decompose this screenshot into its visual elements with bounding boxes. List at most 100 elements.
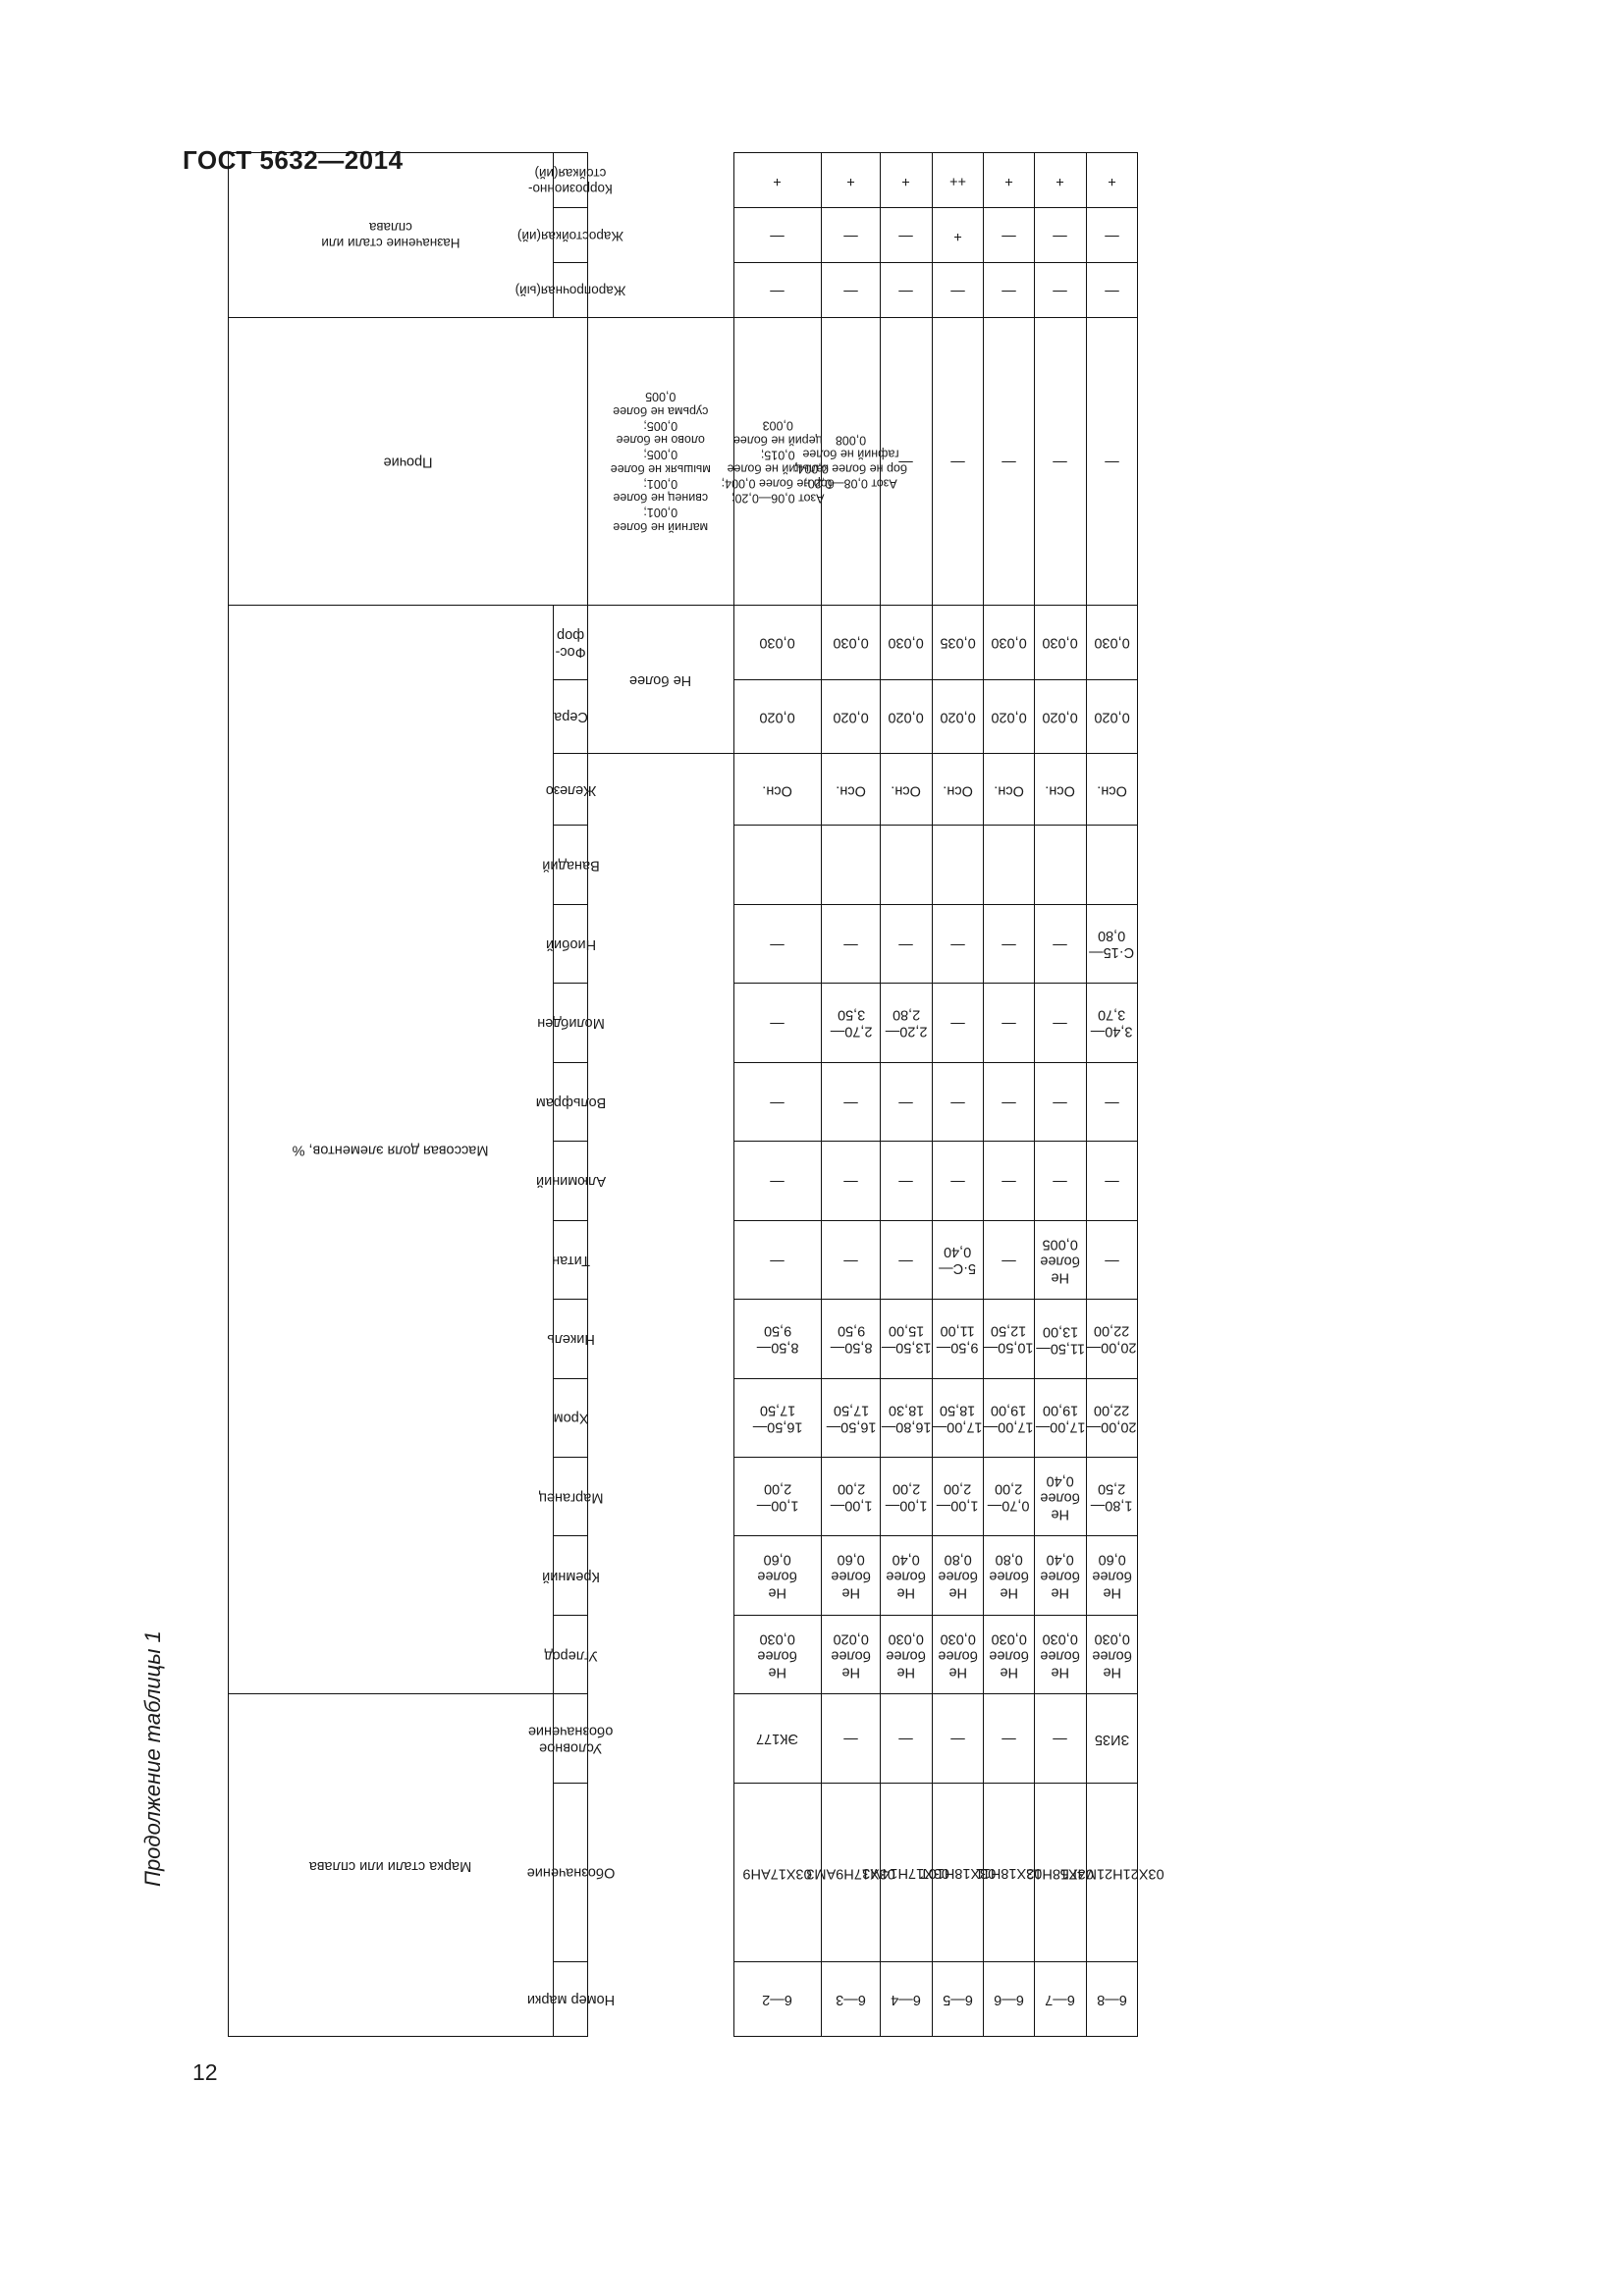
row-cell-heat-scale: — <box>1034 207 1087 263</box>
row-cell-carbon: Не более 0,030 <box>932 1615 984 1694</box>
column-header-nickel-label: Никель <box>546 1331 595 1348</box>
table-stage: Марка стали или сплава Массовая доля эле… <box>228 152 1164 2037</box>
row-cell-niobium: С·15— 0,80 <box>1086 904 1138 984</box>
row-cell-aluminium: — <box>821 1141 881 1221</box>
row-cell-silicon: Не более 0,80 <box>932 1535 984 1616</box>
row-cell-nickel: 10,50— 12,50 <box>983 1299 1035 1379</box>
column-header-chromium-label: Хром <box>553 1410 588 1426</box>
row-cell-tungsten: — <box>932 1062 984 1142</box>
row-cell-heat-strength: — <box>983 262 1035 318</box>
column-header-number: Номер марки <box>527 1961 615 2037</box>
row-cell-iron: Осн. <box>821 753 881 826</box>
subheader-not-more-than: Не более <box>587 605 734 754</box>
row-cell-sulphur: 0,020 <box>880 679 933 754</box>
row-cell-molybdenum: — <box>1034 983 1087 1063</box>
column-header-titanium: Титан <box>551 1220 590 1300</box>
row-cell-vanadium <box>932 825 984 905</box>
row-cell-vanadium <box>1086 825 1138 905</box>
column-header-tungsten-label: Вольфрам <box>535 1094 606 1110</box>
column-header-heat-strength: Жаропрочная(ый) <box>515 262 625 318</box>
row-cell-heat-strength: — <box>932 262 984 318</box>
row-cell-silicon: Не более 0,80 <box>983 1535 1035 1616</box>
row-cell-niobium: — <box>733 904 822 984</box>
row-cell-nickel: 9,50— 11,00 <box>932 1299 984 1379</box>
row-cell-manganese: 0,70— 2,00 <box>983 1457 1035 1536</box>
row-cell-sulphur: 0,020 <box>932 679 984 754</box>
row-cell-molybdenum: — <box>932 983 984 1063</box>
row-cell-silicon: Не более 0,40 <box>880 1535 933 1616</box>
row-cell-corrosion: + <box>1034 152 1087 208</box>
row-cell-manganese: 1,00— 2,00 <box>821 1457 881 1536</box>
spacer-cell <box>587 753 734 2037</box>
row-cell-silicon: Не более 0,60 <box>821 1535 881 1616</box>
row-cell-chromium: 17,00— 18,50 <box>932 1378 984 1458</box>
row-cell-number: 6—8 <box>1086 1961 1138 2037</box>
row-cell-tungsten: — <box>880 1062 933 1142</box>
row-cell-titanium: — <box>1086 1220 1138 1300</box>
row-cell-iron: Осн. <box>983 753 1035 826</box>
row-cell-phosphorus: 0,030 <box>1086 605 1138 680</box>
row-cell-chromium: 17,00— 19,00 <box>1034 1378 1087 1458</box>
row-cell-manganese: 1,00— 2,00 <box>932 1457 984 1536</box>
page-number: 12 <box>192 2059 218 2085</box>
column-header-conditional-label: Условное обозначение <box>527 1722 614 1756</box>
column-header-heat-strength-label: Жаропрочная(ый) <box>514 283 626 298</box>
row-cell-phosphorus: 0,035 <box>932 605 984 680</box>
row-cell-carbon: Не более 0,030 <box>983 1615 1035 1694</box>
row-cell-carbon: Не более 0,030 <box>880 1615 933 1694</box>
column-header-molybdenum-label: Молибден <box>536 1015 605 1032</box>
column-header-corrosion-line2: стойкая(ий) <box>534 165 607 181</box>
row-cell-vanadium <box>733 825 822 905</box>
row-cell-tungsten: — <box>821 1062 881 1142</box>
group-header-grade-label: Марка стали или сплава <box>309 1857 472 1874</box>
column-header-phosphorus-line1: Фос- <box>555 643 586 660</box>
column-header-vanadium: Ванадий <box>542 825 599 905</box>
row-cell-iron: Осн. <box>733 753 822 826</box>
column-header-tungsten: Вольфрам <box>535 1062 606 1142</box>
row-cell-corrosion: + <box>1086 152 1138 208</box>
column-header-corrosion-line1: Коррозионно- <box>528 181 614 196</box>
column-header-carbon: Углерод <box>544 1615 597 1694</box>
row-cell-tungsten: — <box>733 1062 822 1142</box>
column-header-designation-label: Обозначение <box>526 1865 615 1882</box>
column-header-iron-label: Железо <box>545 781 596 798</box>
column-header-corrosion: Коррозионно- стойкая(ий) <box>528 152 613 208</box>
row-cell-aluminium: — <box>880 1141 933 1221</box>
column-header-iron: Железо <box>545 753 596 826</box>
column-header-silicon: Кремний <box>542 1535 599 1616</box>
row-cell-nickel: 13,50— 15,00 <box>880 1299 933 1379</box>
row-cell-corrosion: + <box>821 152 881 208</box>
table-group-header-row: Марка стали или сплава Массовая доля эле… <box>228 152 588 2037</box>
row-cell-conditional: — <box>1034 1693 1087 1784</box>
row-cell-sulphur: 0,020 <box>733 679 822 754</box>
row-cell-sulphur: 0,020 <box>1086 679 1138 754</box>
column-header-silicon-label: Кремний <box>541 1568 600 1584</box>
row-cell-molybdenum: 2,20— 2,80 <box>880 983 933 1063</box>
row-cell-aluminium: — <box>932 1141 984 1221</box>
row-cell-phosphorus: 0,030 <box>733 605 822 680</box>
row-cell-chromium: 20,00— 22,00 <box>1086 1378 1138 1458</box>
row-cell-others: — <box>1034 317 1087 606</box>
row-cell-nickel: 11,50— 13,00 <box>1034 1299 1087 1379</box>
column-header-titanium-label: Титан <box>551 1252 590 1268</box>
row-cell-heat-strength: — <box>733 262 822 318</box>
row-cell-carbon: Не более 0,030 <box>1086 1615 1138 1694</box>
column-header-niobium-label: Ниобий <box>545 936 596 953</box>
row-cell-iron: Осн. <box>1034 753 1087 826</box>
row-cell-sulphur: 0,020 <box>1034 679 1087 754</box>
row-cell-heat-strength: — <box>1086 262 1138 318</box>
group-header-grade: Марка стали или сплава <box>228 1693 554 2037</box>
row-cell-aluminium: — <box>1034 1141 1087 1221</box>
row-cell-corrosion: + <box>983 152 1035 208</box>
row-cell-carbon: Не более 0,020 <box>821 1615 881 1694</box>
row-cell-heat-scale: — <box>880 207 933 263</box>
table-row: 6—8 03Х21Н21М4ГБ ЗИ35 Не более 0,030 Не более 0,… <box>1059 152 1164 2037</box>
column-header-sulphur-label: Сера <box>553 709 588 725</box>
row-cell-chromium: 17,00— 19,00 <box>983 1378 1035 1458</box>
row-cell-phosphorus: 0,030 <box>821 605 881 680</box>
row-cell-titanium: 5·С— 0,40 <box>932 1220 984 1300</box>
row-cell-sulphur: 0,020 <box>821 679 881 754</box>
row-cell-chromium: 16,50— 17,50 <box>733 1378 822 1458</box>
row-cell-conditional: — <box>932 1693 984 1784</box>
table-body: 6—2 03Х17АН9 ЭК177 Не более 0,030 Не более 0,60 1… <box>721 152 1164 2037</box>
